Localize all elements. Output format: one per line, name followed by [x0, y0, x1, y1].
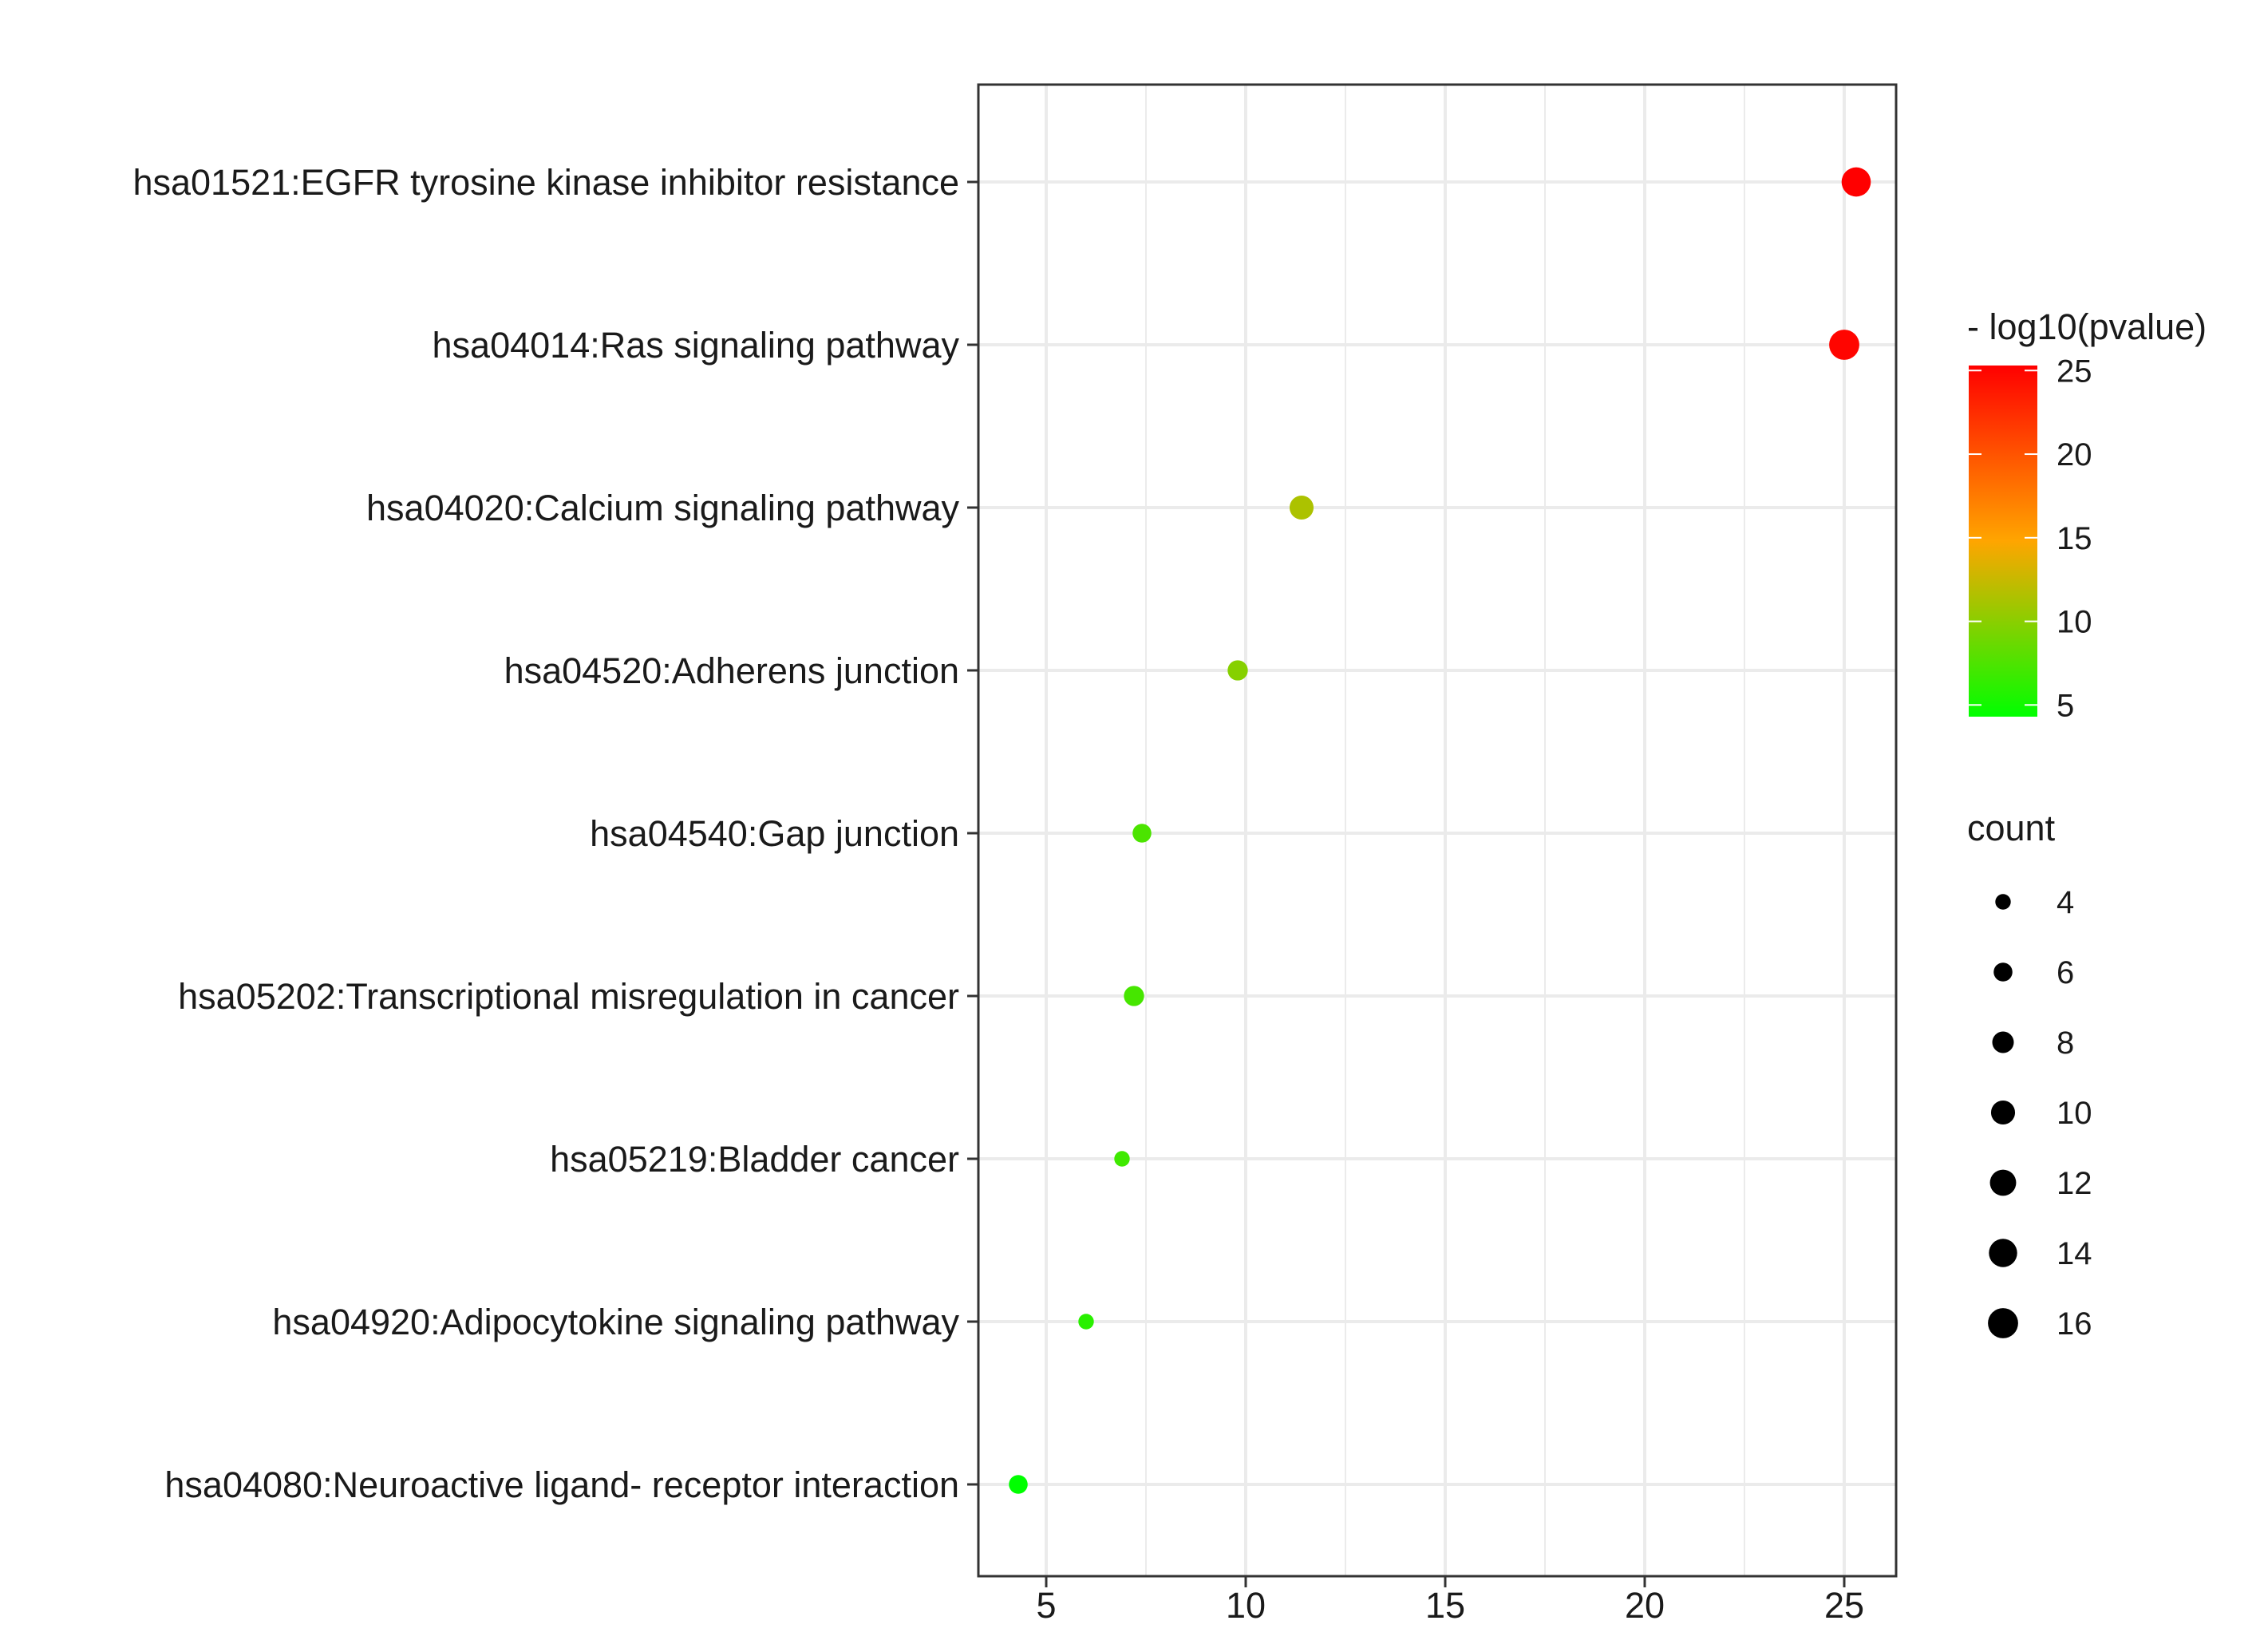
size-legend-key — [1989, 1239, 2017, 1267]
colorbar — [1969, 366, 2037, 717]
size-legend-key — [1990, 1100, 2016, 1125]
x-axis: 5 10 15 20 25 — [1036, 1576, 1864, 1626]
data-point — [1124, 986, 1144, 1006]
size-legend: count 4 6 8 10 12 14 16 — [1967, 808, 2092, 1342]
size-legend-key — [1993, 962, 2013, 982]
colorbar-tick-label: 10 — [2057, 605, 2092, 640]
size-legend-label: 6 — [2057, 955, 2074, 990]
data-point — [1009, 1475, 1028, 1494]
category-label: hsa04920:Adipocytokine signaling pathway — [272, 1302, 959, 1342]
data-point — [1227, 660, 1248, 681]
color-legend-title: - log10(pvalue) — [1967, 306, 2207, 347]
data-points — [1009, 167, 1871, 1494]
colorbar-tick-label: 5 — [2057, 688, 2074, 723]
size-legend-label: 8 — [2057, 1026, 2074, 1061]
category-label: hsa04520:Adherens junction — [504, 650, 959, 691]
category-label: hsa05202:Transcriptional misregulation i… — [178, 976, 959, 1017]
x-tick-label: 20 — [1625, 1585, 1665, 1626]
size-legend-key — [1989, 1169, 2017, 1196]
category-label: hsa04014:Ras signaling pathway — [433, 325, 960, 366]
size-legend-label: 4 — [2057, 885, 2074, 920]
size-legend-label: 12 — [2057, 1166, 2092, 1201]
data-point — [1841, 167, 1871, 197]
x-tick-label: 15 — [1425, 1585, 1465, 1626]
category-label: hsa04080:Neuroactive ligand- receptor in… — [164, 1464, 959, 1505]
size-legend-key — [1992, 1031, 2014, 1053]
colorbar-ticks: 25 20 15 10 5 — [1969, 354, 2092, 723]
size-legend-title: count — [1967, 808, 2056, 848]
size-legend-label: 14 — [2057, 1236, 2092, 1271]
category-label: hsa01521:EGFR tyrosine kinase inhibitor … — [132, 162, 959, 203]
colorbar-tick-label: 25 — [2057, 354, 2092, 389]
grid-lines — [978, 85, 1896, 1576]
data-point — [1114, 1151, 1130, 1167]
data-point — [1829, 330, 1859, 360]
x-tick-label: 5 — [1036, 1585, 1056, 1626]
data-point — [1132, 824, 1152, 843]
x-tick-label: 25 — [1824, 1585, 1864, 1626]
x-tick-label: 10 — [1226, 1585, 1266, 1626]
category-label: hsa04540:Gap junction — [590, 813, 959, 854]
category-label: hsa04020:Calcium signaling pathway — [366, 488, 959, 528]
size-legend-key — [1995, 894, 2011, 910]
size-legend-items: 4 6 8 10 12 14 16 — [1988, 885, 2092, 1342]
data-point — [1289, 495, 1314, 520]
colorbar-tick-label: 15 — [2057, 521, 2092, 556]
size-legend-key — [1988, 1308, 2018, 1338]
category-label: hsa05219:Bladder cancer — [550, 1139, 959, 1180]
size-legend-label: 10 — [2057, 1096, 2092, 1131]
y-axis: hsa01521:EGFR tyrosine kinase inhibitor … — [132, 162, 978, 1505]
size-legend-label: 16 — [2057, 1306, 2092, 1342]
plot-panel-border — [977, 83, 1898, 1578]
data-point — [1078, 1314, 1094, 1330]
colorbar-tick-label: 20 — [2057, 437, 2092, 472]
color-legend: - log10(pvalue) 25 20 15 10 5 — [1967, 306, 2207, 723]
